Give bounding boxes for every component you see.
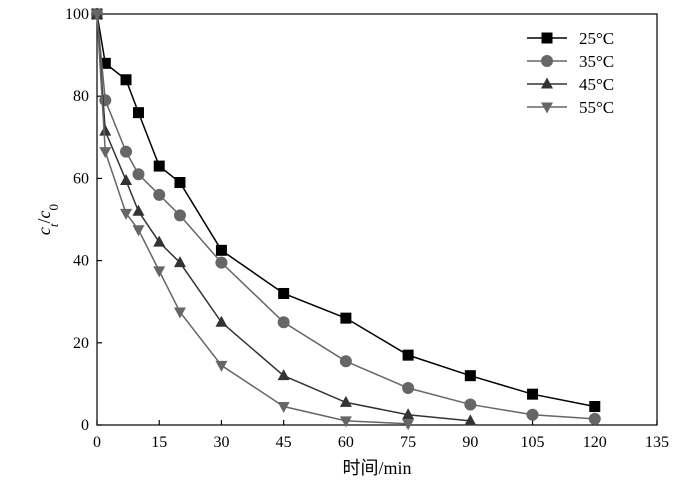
y-title-slash: / xyxy=(34,218,54,223)
data-point xyxy=(215,256,228,269)
legend-item: 25°C xyxy=(527,29,614,48)
data-point xyxy=(99,147,112,159)
data-point xyxy=(99,124,112,136)
data-point xyxy=(173,256,186,268)
data-point xyxy=(588,412,601,425)
y-axis-title: ct/c0 xyxy=(34,204,61,235)
x-tick-label: 45 xyxy=(276,434,292,451)
legend-label: 45°C xyxy=(579,75,614,94)
data-point xyxy=(402,382,415,395)
legend-item: 45°C xyxy=(527,75,614,94)
data-point xyxy=(527,388,539,400)
data-point xyxy=(464,414,477,426)
data-point xyxy=(277,402,290,414)
data-point xyxy=(120,145,133,158)
series-line xyxy=(96,13,595,408)
data-point xyxy=(526,408,539,421)
x-tick-label: 30 xyxy=(213,434,229,451)
y-title-c1: c xyxy=(34,227,54,235)
series-line xyxy=(96,13,471,422)
data-point xyxy=(173,307,186,319)
data-point xyxy=(278,287,290,299)
y-tick-label: 80 xyxy=(73,88,89,105)
data-point xyxy=(132,204,145,216)
data-point xyxy=(215,360,228,372)
series-layer xyxy=(91,7,601,431)
y-title-sub-t: t xyxy=(46,223,61,227)
data-point xyxy=(120,208,133,220)
series-line xyxy=(96,13,409,425)
data-point xyxy=(339,355,352,368)
data-point xyxy=(91,9,103,21)
data-point xyxy=(132,107,144,119)
series-1 xyxy=(91,8,601,413)
series-3 xyxy=(91,7,477,426)
data-point xyxy=(153,235,166,247)
data-point xyxy=(402,408,415,420)
data-point xyxy=(589,401,601,413)
data-point xyxy=(132,168,145,181)
data-point xyxy=(120,74,132,86)
y-tick-label: 0 xyxy=(81,417,89,434)
y-tick-label: 20 xyxy=(73,335,89,352)
legend-label: 35°C xyxy=(579,52,614,71)
data-point xyxy=(153,160,165,172)
y-tick-label: 60 xyxy=(73,170,89,187)
x-tick-label: 15 xyxy=(151,434,167,451)
plot-frame xyxy=(96,13,658,426)
x-tick-label: 75 xyxy=(400,434,416,451)
legend-marker xyxy=(541,77,553,89)
data-point xyxy=(402,419,415,431)
legend-marker xyxy=(541,55,553,67)
x-tick-label: 90 xyxy=(462,434,478,451)
data-point xyxy=(215,315,228,327)
y-tick-label: 40 xyxy=(73,253,89,270)
legend-marker xyxy=(541,102,553,114)
data-point xyxy=(153,188,166,201)
x-tick-label: 135 xyxy=(645,434,669,451)
x-tick-label: 60 xyxy=(338,434,354,451)
data-point xyxy=(340,312,352,324)
data-point xyxy=(215,244,227,256)
series-4 xyxy=(91,9,415,431)
data-point xyxy=(174,177,186,189)
data-point xyxy=(173,209,186,222)
legend: 25°C 35°C 45°C 55°C xyxy=(527,29,614,117)
x-tick-label: 0 xyxy=(93,434,101,451)
data-point xyxy=(339,395,352,407)
data-point xyxy=(99,94,112,107)
data-point xyxy=(402,349,414,361)
data-point xyxy=(339,416,352,428)
data-point xyxy=(277,369,290,381)
y-title-sub-0: 0 xyxy=(46,204,61,211)
y-title-c2: c xyxy=(34,210,54,218)
legend-item: 35°C xyxy=(527,52,614,71)
legend-item: 55°C xyxy=(527,98,614,117)
axes: 0 15 30 45 60 75 90 105 120 135 0 20 40 60 80 100 xyxy=(65,6,669,451)
series-2 xyxy=(91,8,601,425)
data-point xyxy=(277,316,290,329)
legend-marker xyxy=(541,32,553,44)
data-point xyxy=(99,57,111,69)
data-point xyxy=(464,398,477,411)
data-point xyxy=(153,266,166,278)
x-axis-title: 时间/min xyxy=(342,458,411,478)
legend-label: 55°C xyxy=(579,98,614,117)
data-point xyxy=(120,173,133,185)
legend-label: 25°C xyxy=(579,29,614,48)
data-point xyxy=(132,225,145,237)
data-point xyxy=(464,370,476,382)
x-tick-label: 105 xyxy=(521,434,545,451)
x-tick-label: 120 xyxy=(583,434,607,451)
y-tick-label: 100 xyxy=(65,6,89,23)
